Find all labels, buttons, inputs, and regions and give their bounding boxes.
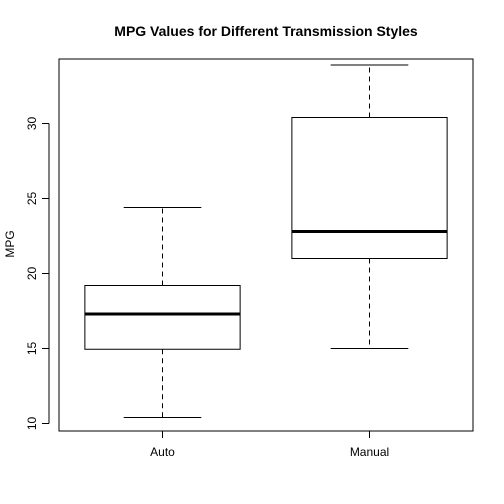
iqr-box bbox=[291, 117, 448, 259]
x-axis: Auto Manual bbox=[150, 430, 389, 459]
y-tick-label: 30 bbox=[25, 117, 39, 131]
chart-title: MPG Values for Different Transmission St… bbox=[114, 23, 418, 39]
y-tick-label: 25 bbox=[25, 192, 39, 206]
box-auto bbox=[84, 207, 241, 418]
box-manual bbox=[291, 64, 448, 349]
y-tick-label: 15 bbox=[25, 342, 39, 356]
boxes-group bbox=[84, 64, 448, 418]
y-axis-label: MPG bbox=[3, 230, 17, 257]
y-tick-label: 20 bbox=[25, 267, 39, 281]
x-tick-label: Manual bbox=[350, 445, 389, 459]
iqr-box bbox=[84, 285, 241, 350]
y-axis: 10 15 20 25 30 bbox=[25, 117, 50, 431]
y-tick-label: 10 bbox=[25, 417, 39, 431]
x-tick-label: Auto bbox=[150, 445, 175, 459]
